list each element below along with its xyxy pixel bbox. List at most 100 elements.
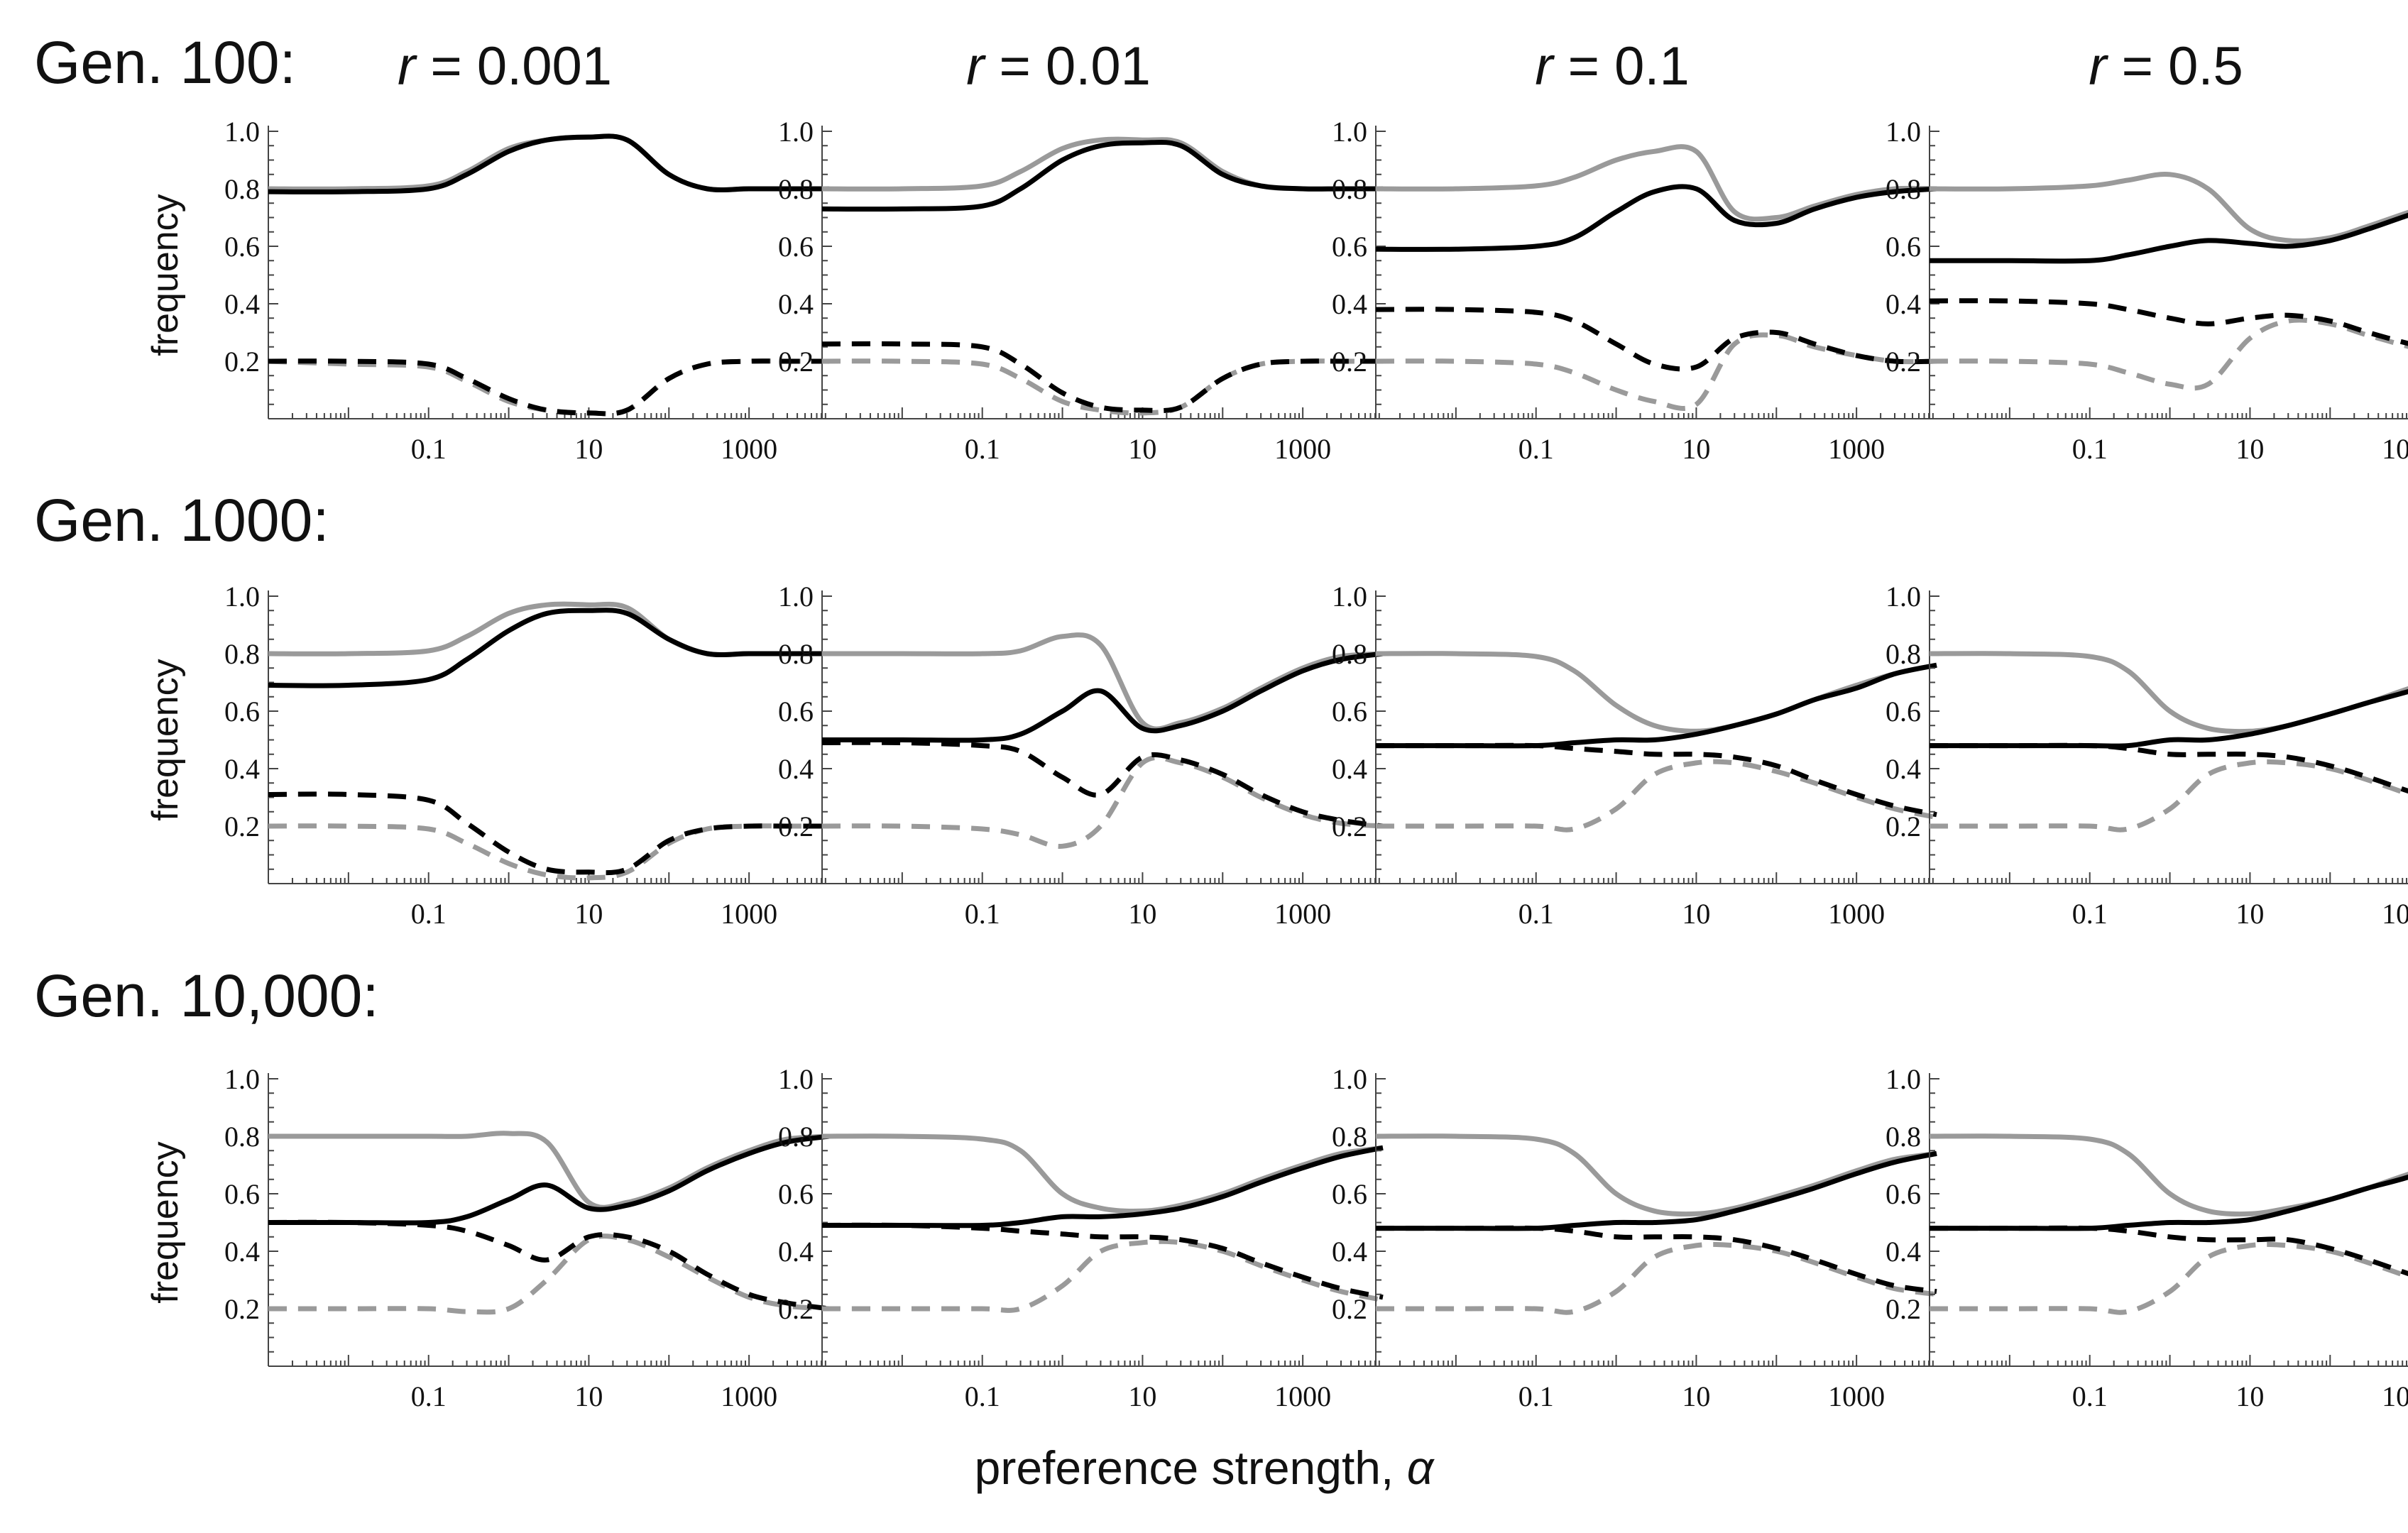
series-line-black-dashed <box>821 1222 1384 1300</box>
y-tick-label: 1.0 <box>778 581 814 612</box>
y-tick-label: 0.8 <box>778 1121 814 1153</box>
y-tick-label: 0.8 <box>1332 1121 1367 1153</box>
series-line-black-solid <box>821 651 1384 743</box>
y-tick-label: 0.8 <box>778 173 814 205</box>
y-tick-label: 0.4 <box>1886 288 1921 320</box>
series-line-grey-solid <box>1375 1133 1937 1217</box>
x-tick-label: 0.1 <box>2072 433 2108 465</box>
y-tick-label: 0.8 <box>1886 173 1921 205</box>
x-axis-label: preference strength, α <box>0 1441 2408 1495</box>
y-tick-label: 0.8 <box>778 638 814 670</box>
series-line-black-solid <box>268 608 829 688</box>
x-tick-label: 1000 <box>1274 1380 1331 1412</box>
x-tick-label: 10 <box>2235 898 2264 930</box>
x-tick-label: 0.1 <box>965 1380 1000 1412</box>
series-line-grey-dashed <box>1929 759 2408 833</box>
series-line-grey-dashed <box>822 1238 1384 1313</box>
series-line-grey-solid <box>268 1131 830 1210</box>
col-title-r-05: r = 0.5 <box>2089 36 2243 97</box>
y-tick-label: 0.6 <box>224 1178 260 1210</box>
x-tick-label: 1000 <box>1274 433 1331 465</box>
x-tick-label: 1000 <box>2382 433 2408 465</box>
x-tick-label: 0.1 <box>1518 1380 1554 1412</box>
series-line-black-dashed <box>268 358 829 417</box>
series-line-black-solid <box>822 1145 1384 1229</box>
y-tick-label: 0.2 <box>224 346 260 378</box>
y-tick-label: 0.6 <box>1886 696 1921 727</box>
x-tick-label: 10 <box>574 1380 603 1412</box>
series-line-black-solid <box>821 139 1383 212</box>
y-tick-label: 0.8 <box>224 173 260 205</box>
series-line-grey-dashed <box>1929 317 2408 391</box>
series-line-grey-solid <box>1375 651 1937 734</box>
col-param: r <box>966 36 985 97</box>
y-axis-label: frequency <box>145 1141 186 1303</box>
y-tick-label: 0.4 <box>1332 753 1367 785</box>
series-line-black-dashed <box>268 791 829 876</box>
y-tick-label: 1.0 <box>1886 1063 1921 1095</box>
x-tick-label: 0.1 <box>1518 898 1554 930</box>
y-tick-label: 0.8 <box>224 638 260 670</box>
series-line-black-solid <box>1929 1174 2408 1231</box>
panel-0: 0.2 0.4 0.6 0.8 1.0 0.1 10 1000 frequency <box>145 116 829 465</box>
y-tick-label: 0.2 <box>778 346 814 378</box>
y-tick-label: 0.2 <box>1886 346 1921 378</box>
panel-4: 0.2 0.4 0.6 0.8 1.0 0.1 10 1000 frequency <box>145 581 829 930</box>
panel-8: 0.2 0.4 0.6 0.8 1.0 0.1 10 1000 frequency <box>145 1063 830 1412</box>
y-tick-label: 0.4 <box>1886 1236 1921 1268</box>
col-title-r-01: r = 0.1 <box>1535 36 1690 97</box>
series-line-black-dashed <box>1375 307 1937 372</box>
y-tick-label: 0.6 <box>778 696 814 727</box>
y-tick-label: 0.4 <box>1332 288 1367 320</box>
panel-5: 0.2 0.4 0.6 0.8 1.0 0.1 10 1000 <box>778 581 1384 930</box>
series-line-grey-solid <box>1929 651 2408 735</box>
x-tick-label: 0.1 <box>965 898 1000 930</box>
x-tick-label: 1000 <box>721 898 777 930</box>
col-title-r-0001: r = 0.001 <box>397 36 613 97</box>
x-tick-label: 10 <box>1682 1380 1710 1412</box>
y-tick-label: 0.2 <box>1332 811 1367 842</box>
col-param: r <box>1535 36 1553 97</box>
x-tick-label: 10 <box>1682 433 1710 465</box>
x-tick-label: 10 <box>574 433 603 465</box>
x-tick-label: 1000 <box>1828 433 1885 465</box>
x-tick-label: 1000 <box>2382 1380 2408 1412</box>
y-tick-label: 0.4 <box>224 753 260 785</box>
x-tick-label: 0.1 <box>411 898 447 930</box>
col-value: 0.001 <box>476 36 613 97</box>
y-tick-label: 0.8 <box>224 1121 260 1153</box>
series-line-black-solid <box>1376 662 1937 749</box>
series-line-grey-solid <box>822 632 1384 732</box>
x-tick-label: 1000 <box>721 1380 777 1412</box>
y-tick-label: 0.8 <box>1886 1121 1921 1153</box>
row-label-gen-100: Gen. 100: <box>34 29 296 96</box>
series-line-black-dashed <box>1376 742 1937 818</box>
series-line-black-dashed <box>1929 298 2408 346</box>
x-tick-label: 1000 <box>2382 898 2408 930</box>
x-tick-label: 0.1 <box>411 1380 447 1412</box>
series-line-black-solid <box>268 1133 830 1226</box>
series-line-grey-dashed <box>1930 1241 2408 1315</box>
y-tick-label: 0.2 <box>778 1293 814 1325</box>
x-tick-label: 10 <box>1128 433 1156 465</box>
y-tick-label: 0.6 <box>1332 231 1367 263</box>
x-tick-label: 10 <box>1128 898 1156 930</box>
series-line-black-solid <box>1930 688 2408 749</box>
series-line-black-dashed <box>821 341 1383 414</box>
panel-10: 0.2 0.4 0.6 0.8 1.0 0.1 10 1000 <box>1332 1063 1937 1412</box>
y-tick-label: 0.6 <box>1332 696 1367 727</box>
series-line-black-dashed <box>821 740 1384 829</box>
y-axis-label: frequency <box>145 659 186 820</box>
x-tick-label: 0.1 <box>2072 898 2108 930</box>
y-tick-label: 0.6 <box>778 231 814 263</box>
y-tick-label: 0.4 <box>224 288 260 320</box>
y-tick-label: 0.4 <box>224 1236 260 1268</box>
series-line-black-solid <box>1375 1150 1937 1231</box>
y-tick-label: 1.0 <box>224 581 260 612</box>
y-axis-label: frequency <box>145 194 186 356</box>
panel-9: 0.2 0.4 0.6 0.8 1.0 0.1 10 1000 <box>778 1063 1384 1412</box>
y-tick-label: 1.0 <box>778 116 814 148</box>
col-value: 0.01 <box>1046 36 1151 97</box>
x-tick-label: 10 <box>574 898 603 930</box>
